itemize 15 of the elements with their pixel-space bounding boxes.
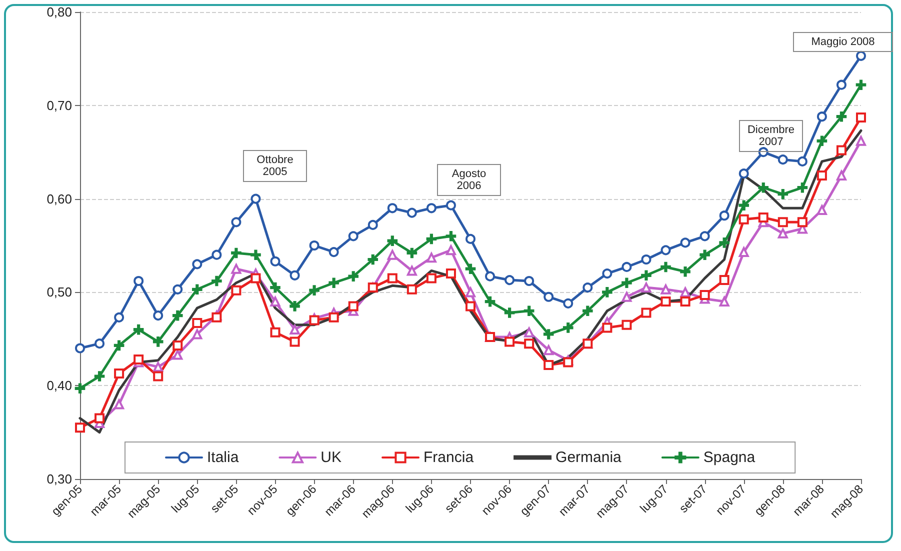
annotation: Dicembre 2007: [739, 120, 803, 152]
legend-label: Germania: [556, 449, 622, 466]
annotation: Maggio 2008: [793, 32, 893, 52]
y-tick-label: 0,40: [46, 378, 72, 394]
y-tick-label: 0,60: [46, 191, 72, 206]
annotation: Agosto 2006: [437, 164, 501, 196]
legend-label: Francia: [424, 449, 474, 466]
y-tick-label: 0,70: [46, 98, 72, 113]
y-tick-label: 0,80: [46, 4, 72, 20]
legend-label: UK: [320, 449, 342, 466]
y-tick-label: 0,30: [46, 472, 72, 486]
legend-label: Italia: [207, 449, 240, 466]
y-tick-label: 0,50: [46, 284, 72, 300]
annotation: Ottobre 2005: [243, 150, 307, 182]
legend-label: Spagna: [703, 449, 756, 466]
